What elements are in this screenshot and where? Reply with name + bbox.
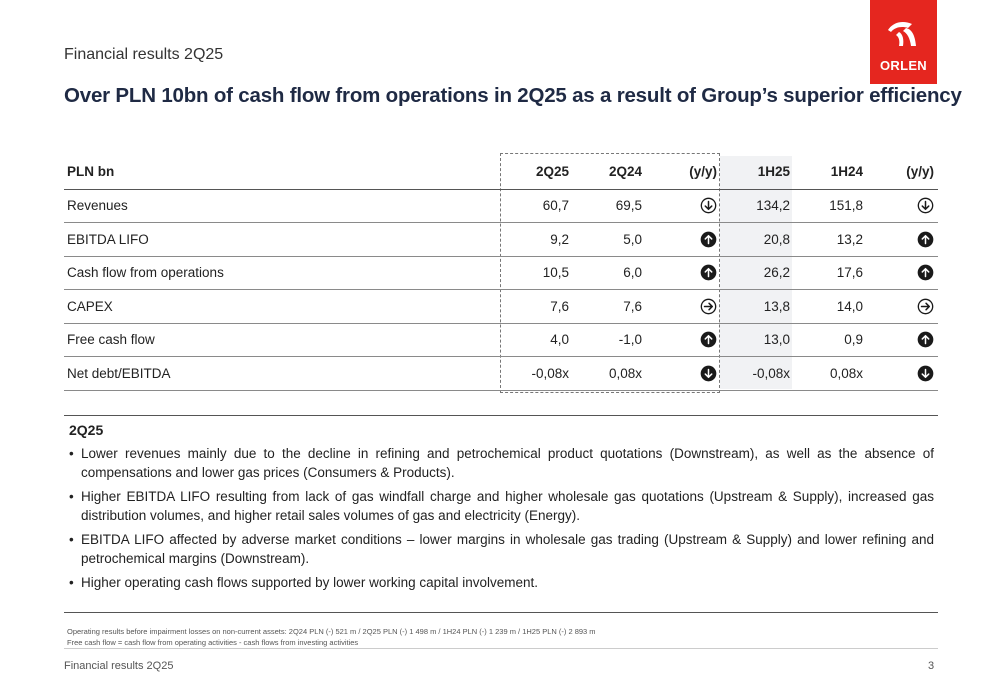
- value-1h25: 20,8: [721, 222, 794, 257]
- change-half: [867, 356, 938, 391]
- arrow-up-icon: [700, 331, 717, 348]
- value-2q25: 10,5: [500, 256, 573, 290]
- column-header-2q24: 2Q24: [573, 155, 646, 190]
- value-1h25: -0,08x: [721, 356, 794, 391]
- logo-text: ORLEN: [880, 58, 927, 73]
- change-quarter: [646, 289, 721, 324]
- orlen-eagle-icon: [888, 22, 916, 46]
- results-table: PLN bn 2Q25 2Q24 (y/y) 1H25 1H24 (y/y) R…: [64, 155, 938, 391]
- change-quarter: [646, 356, 721, 391]
- change-quarter: [646, 256, 721, 290]
- change-quarter: [646, 323, 721, 357]
- value-1h25: 134,2: [721, 189, 794, 223]
- value-2q24: 69,5: [573, 189, 646, 223]
- row-label: Revenues: [64, 189, 500, 223]
- commentary-bullet: Higher EBITDA LIFO resulting from lack o…: [69, 488, 934, 525]
- change-half: [867, 256, 938, 290]
- arrow-up-icon: [700, 264, 717, 281]
- column-header-yy-half: (y/y): [867, 155, 938, 190]
- footnote-impairment: Operating results before impairment loss…: [67, 627, 596, 636]
- change-half: [867, 222, 938, 257]
- table-row: CAPEX 7,6 7,6 13,8 14,0: [64, 289, 938, 324]
- table-row: Cash flow from operations 10,5 6,0 26,2 17,6: [64, 256, 938, 290]
- commentary-bullet: Higher operating cash flows supported by…: [69, 574, 934, 593]
- row-label: Cash flow from operations: [64, 256, 500, 290]
- arrow-down-icon: [700, 365, 717, 382]
- arrow-up-icon: [700, 231, 717, 248]
- row-label: CAPEX: [64, 289, 500, 324]
- column-header-1h25: 1H25: [721, 155, 794, 190]
- results-table-wrap: PLN bn 2Q25 2Q24 (y/y) 1H25 1H24 (y/y) R…: [64, 155, 938, 391]
- value-2q25: -0,08x: [500, 356, 573, 391]
- column-header-yy-quarter: (y/y): [646, 155, 721, 190]
- value-1h25: 13,8: [721, 289, 794, 324]
- table-header-row: PLN bn 2Q25 2Q24 (y/y) 1H25 1H24 (y/y): [64, 155, 938, 190]
- change-half: [867, 189, 938, 223]
- arrow-down-icon: [917, 365, 934, 382]
- orlen-logo: ORLEN: [870, 0, 937, 84]
- commentary-box: 2Q25 Lower revenues mainly due to the de…: [64, 415, 938, 613]
- column-header-1h24: 1H24: [794, 155, 867, 190]
- value-1h24: 14,0: [794, 289, 867, 324]
- column-header-2q25: 2Q25: [500, 155, 573, 190]
- value-2q24: -1,0: [573, 323, 646, 357]
- commentary-title: 2Q25: [69, 422, 104, 438]
- value-1h24: 151,8: [794, 189, 867, 223]
- footnotes: Operating results before impairment loss…: [67, 626, 596, 648]
- arrow-down-icon: [700, 197, 717, 214]
- value-2q25: 7,6: [500, 289, 573, 324]
- commentary-bullet: Lower revenues mainly due to the decline…: [69, 445, 934, 482]
- page-title: Over PLN 10bn of cash flow from operatio…: [64, 84, 962, 107]
- value-2q24: 5,0: [573, 222, 646, 257]
- value-2q24: 0,08x: [573, 356, 646, 391]
- arrow-up-icon: [917, 231, 934, 248]
- commentary-bullet: EBITDA LIFO affected by adverse market c…: [69, 531, 934, 568]
- footnote-fcf: Free cash flow = cash flow from operatin…: [67, 638, 359, 647]
- change-quarter: [646, 222, 721, 257]
- value-2q25: 60,7: [500, 189, 573, 223]
- value-2q24: 7,6: [573, 289, 646, 324]
- arrow-right-icon: [917, 298, 934, 315]
- page-subtitle: Financial results 2Q25: [64, 46, 224, 63]
- table-row: Net debt/EBITDA -0,08x 0,08x -0,08x 0,08x: [64, 356, 938, 391]
- table-row: Free cash flow 4,0 -1,0 13,0 0,9: [64, 323, 938, 357]
- value-2q24: 6,0: [573, 256, 646, 290]
- value-1h25: 26,2: [721, 256, 794, 290]
- row-label: Free cash flow: [64, 323, 500, 357]
- value-2q25: 4,0: [500, 323, 573, 357]
- footer-title: Financial results 2Q25: [64, 660, 174, 672]
- row-label: EBITDA LIFO: [64, 222, 500, 257]
- arrow-up-icon: [917, 264, 934, 281]
- page-number: 3: [928, 660, 935, 672]
- column-header-pln: PLN bn: [64, 155, 500, 190]
- arrow-right-icon: [700, 298, 717, 315]
- value-1h24: 0,9: [794, 323, 867, 357]
- value-1h24: 13,2: [794, 222, 867, 257]
- row-label: Net debt/EBITDA: [64, 356, 500, 391]
- change-half: [867, 323, 938, 357]
- table-row: EBITDA LIFO 9,2 5,0 20,8 13,2: [64, 222, 938, 257]
- value-1h24: 17,6: [794, 256, 867, 290]
- change-quarter: [646, 189, 721, 223]
- arrow-down-icon: [917, 197, 934, 214]
- value-2q25: 9,2: [500, 222, 573, 257]
- change-half: [867, 289, 938, 324]
- value-1h24: 0,08x: [794, 356, 867, 391]
- table-row: Revenues 60,7 69,5 134,2 151,8: [64, 189, 938, 223]
- arrow-up-icon: [917, 331, 934, 348]
- footer-divider: [64, 648, 938, 649]
- value-1h25: 13,0: [721, 323, 794, 357]
